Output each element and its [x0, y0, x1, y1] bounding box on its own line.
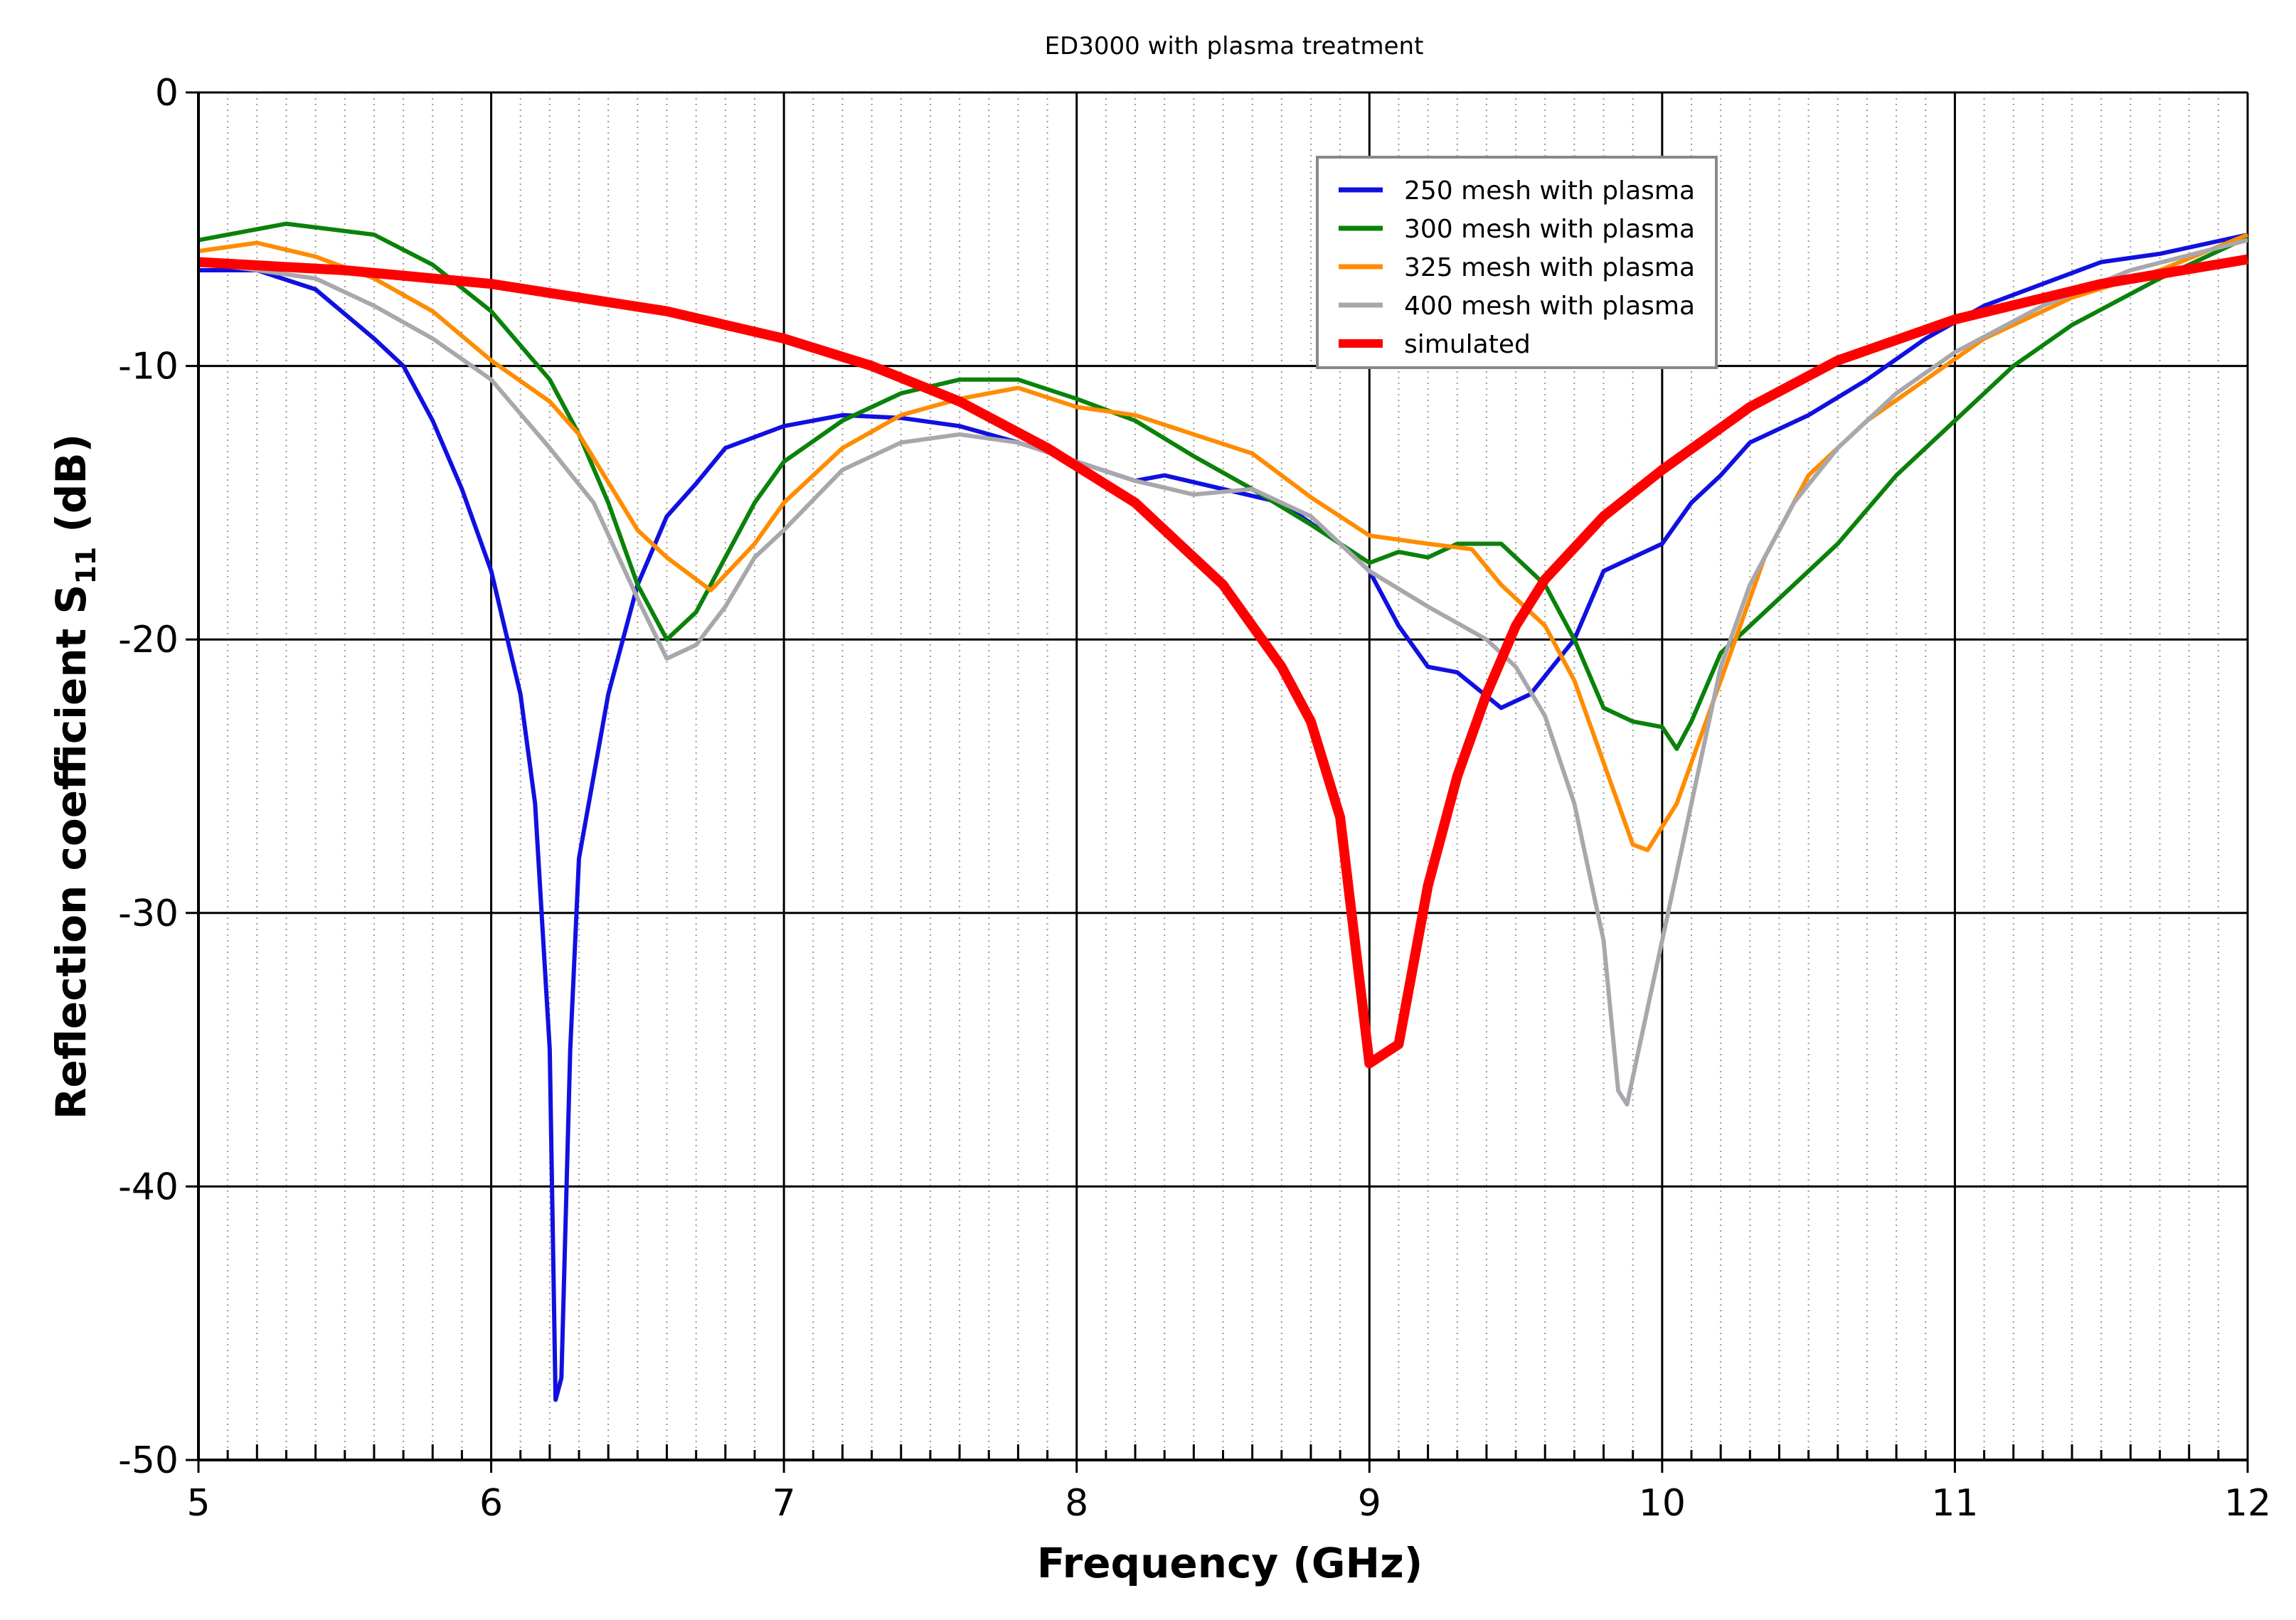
legend-label: 400 mesh with plasma — [1404, 292, 1695, 321]
x-tick-label: 12 — [2224, 1482, 2271, 1525]
x-tick-label: 10 — [1639, 1482, 1686, 1525]
legend-label: simulated — [1404, 330, 1531, 359]
x-tick-label: 9 — [1358, 1482, 1381, 1525]
x-tick-label: 11 — [1931, 1482, 1978, 1525]
legend-label: 250 mesh with plasma — [1404, 176, 1695, 206]
axes: 5 6 7 8 9 10 11 12 0 -10 -20 -30 -40 -50 — [118, 72, 2271, 1525]
y-axis-label: Reflection coefficient S11 (dB) — [47, 434, 102, 1119]
legend: 250 mesh with plasma 300 mesh with plasma… — [1316, 156, 1718, 369]
y-tick-label: -50 — [118, 1439, 179, 1482]
legend-label: 325 mesh with plasma — [1404, 253, 1695, 282]
x-tick-label: 8 — [1065, 1482, 1088, 1525]
y-tick-label: -20 — [118, 619, 179, 661]
x-tick-label: 6 — [479, 1482, 503, 1525]
x-tick-label: 7 — [772, 1482, 796, 1525]
legend-label: 300 mesh with plasma — [1404, 215, 1695, 244]
grid — [198, 91, 2249, 1460]
series-line-3 — [198, 238, 2248, 1107]
x-axis-label: Frequency (GHz) — [1037, 1539, 1423, 1587]
series-lines — [198, 221, 2249, 1402]
legend-box — [1316, 156, 1718, 369]
y-tick-label: -40 — [118, 1166, 179, 1208]
y-tick-label: -30 — [118, 892, 179, 935]
y-tick-label: 0 — [155, 72, 179, 114]
x-tick-label: 5 — [186, 1482, 210, 1525]
series-line-1 — [198, 221, 2249, 751]
y-tick-label: -10 — [118, 346, 179, 388]
series-line-4 — [198, 254, 2249, 1069]
chart-title: ED3000 with plasma treatment — [1045, 32, 1424, 60]
